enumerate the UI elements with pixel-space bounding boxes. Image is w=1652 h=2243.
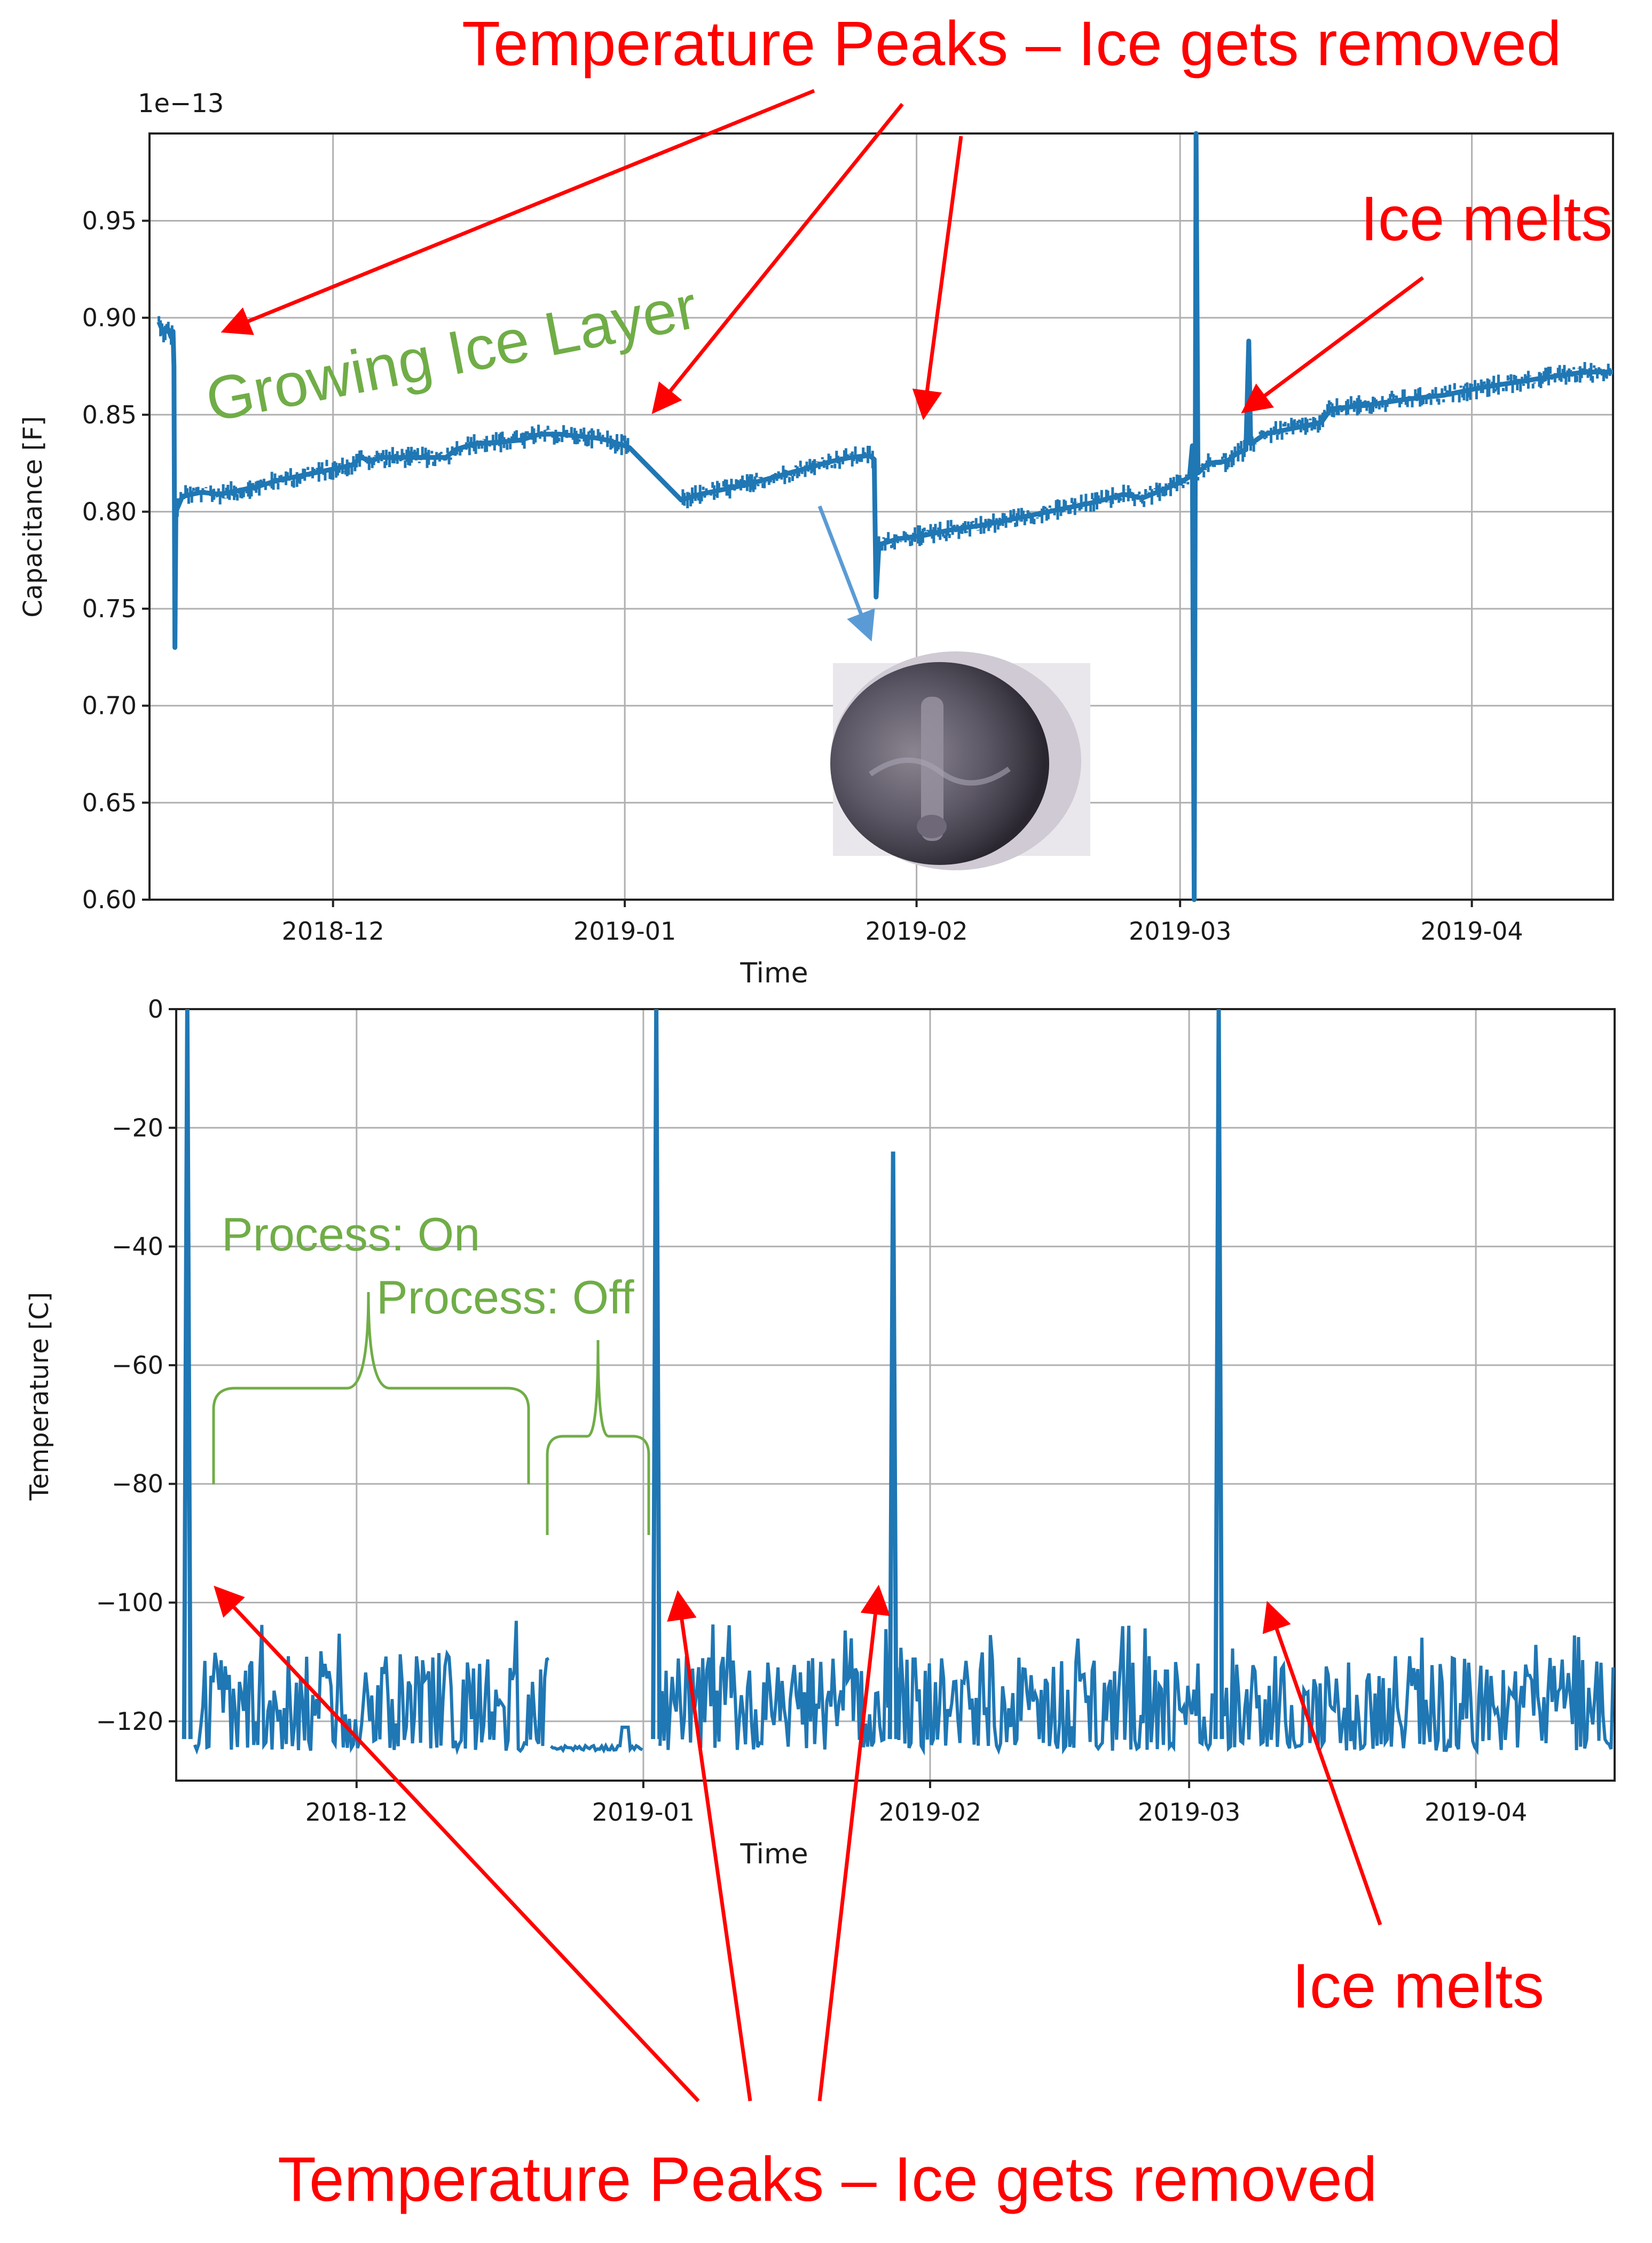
temperature-plot-frame [175, 1008, 1616, 1782]
capacitance-y-axis-label: Capacitance [F] [18, 416, 48, 617]
process-off-brace [546, 1340, 650, 1535]
temperature-peaks [182, 1009, 1224, 1740]
capacitance-y-tick-label: 0.75 [82, 594, 137, 623]
capacitance-x-ticks: 2018-12 2019-01 2019-02 2019-03 2019-04 [282, 900, 1523, 946]
capacitance-grid [150, 133, 1613, 901]
capacitance-y-tick-label: 0.60 [82, 885, 137, 914]
temperature-x-tick-label: 2019-04 [1425, 1798, 1527, 1827]
temperature-x-tick-label: 2019-03 [1138, 1798, 1240, 1827]
capacitance-x-tick-label: 2019-04 [1420, 917, 1523, 946]
capacitance-x-tick-label: 2019-02 [865, 917, 967, 946]
temperature-y-tick-label: −120 [96, 1707, 163, 1736]
top-ice-melts-arrow [1241, 276, 1425, 414]
bottom-peak-arrow-2 [667, 1590, 752, 2102]
process-on-brace [212, 1292, 530, 1484]
capacitance-x-tick-label: 2019-01 [573, 917, 676, 946]
temperature-peak [651, 1009, 662, 1740]
temperature-y-tick-label: −40 [112, 1232, 163, 1261]
top-peaks-annotation: Temperature Peaks – Ice gets removed [462, 9, 1561, 79]
capacitance-y-tick-label: 0.85 [82, 400, 137, 429]
capacitance-y-tick-label: 0.90 [82, 303, 137, 332]
capacitance-offset-label: 1e−13 [138, 89, 224, 119]
temperature-y-tick-label: 0 [148, 995, 163, 1024]
temperature-y-tick-label: −80 [112, 1469, 163, 1498]
temperature-series-noise [193, 1620, 1615, 1756]
capacitance-y-tick-label: 0.65 [82, 788, 137, 817]
capacitance-x-tick-label: 2019-03 [1129, 917, 1231, 946]
top-ice-melts-annotation: Ice melts [1360, 184, 1612, 254]
temperature-y-tick-label: −60 [112, 1351, 163, 1380]
top-peak-arrow-3 [912, 136, 963, 420]
temperature-y-tick-label: −20 [112, 1113, 163, 1142]
ice-photo-arrow [817, 505, 875, 642]
capacitance-y-ticks: 0.60 0.65 0.70 0.75 0.80 0.85 0.90 0.95 [82, 206, 150, 914]
capacitance-x-axis-label: Time [740, 957, 808, 989]
annotations: Temperature Peaks – Ice gets removed Ice… [200, 9, 1612, 2215]
capacitance-y-tick-label: 0.80 [82, 497, 137, 526]
capacitance-chart: 0.60 0.65 0.70 0.75 0.80 0.85 0.90 0.95 2018-12… [18, 89, 1614, 989]
temperature-peak [1213, 1009, 1224, 1740]
top-peak-arrow-2 [651, 103, 904, 414]
temperature-chart: 0 −20 −40 −60 −80 −100 −120 2018-12 2019-01 2019… [25, 995, 1616, 1870]
bottom-peak-arrow-3 [817, 1585, 891, 2102]
temperature-x-tick-label: 2019-02 [879, 1798, 981, 1827]
temperature-y-axis-label: Temperature [C] [25, 1292, 54, 1501]
bottom-ice-melts-annotation: Ice melts [1292, 1951, 1544, 2021]
temperature-x-tick-label: 2018-12 [305, 1798, 408, 1827]
temperature-y-tick-label: −100 [96, 1588, 163, 1617]
capacitance-y-tick-label: 0.95 [82, 206, 137, 235]
capacitance-noise-path [158, 316, 1613, 551]
temperature-peak [182, 1009, 193, 1740]
capacitance-plot-frame [148, 132, 1614, 901]
temperature-x-ticks: 2018-12 2019-01 2019-02 2019-03 2019-04 [305, 1781, 1527, 1827]
capacitance-series-noise [158, 316, 1613, 551]
bottom-peak-arrow-1 [214, 1585, 700, 2103]
process-on-annotation: Process: On [222, 1208, 480, 1261]
bottom-ice-melts-arrow [1262, 1601, 1382, 1926]
growing-ice-annotation: Growing Ice Layer [200, 273, 702, 435]
temperature-x-tick-label: 2019-01 [592, 1798, 695, 1827]
capacitance-x-tick-label: 2018-12 [282, 917, 384, 946]
capacitance-y-tick-label: 0.70 [82, 691, 137, 720]
temperature-y-ticks: 0 −20 −40 −60 −80 −100 −120 [96, 995, 176, 1736]
bottom-peaks-annotation: Temperature Peaks – Ice gets removed [278, 2144, 1377, 2215]
ice-photo-inset [830, 651, 1090, 870]
temperature-x-axis-label: Time [740, 1838, 808, 1870]
temperature-peak [887, 1151, 899, 1740]
process-off-annotation: Process: Off [376, 1271, 634, 1324]
top-peak-arrow-1 [221, 89, 815, 335]
